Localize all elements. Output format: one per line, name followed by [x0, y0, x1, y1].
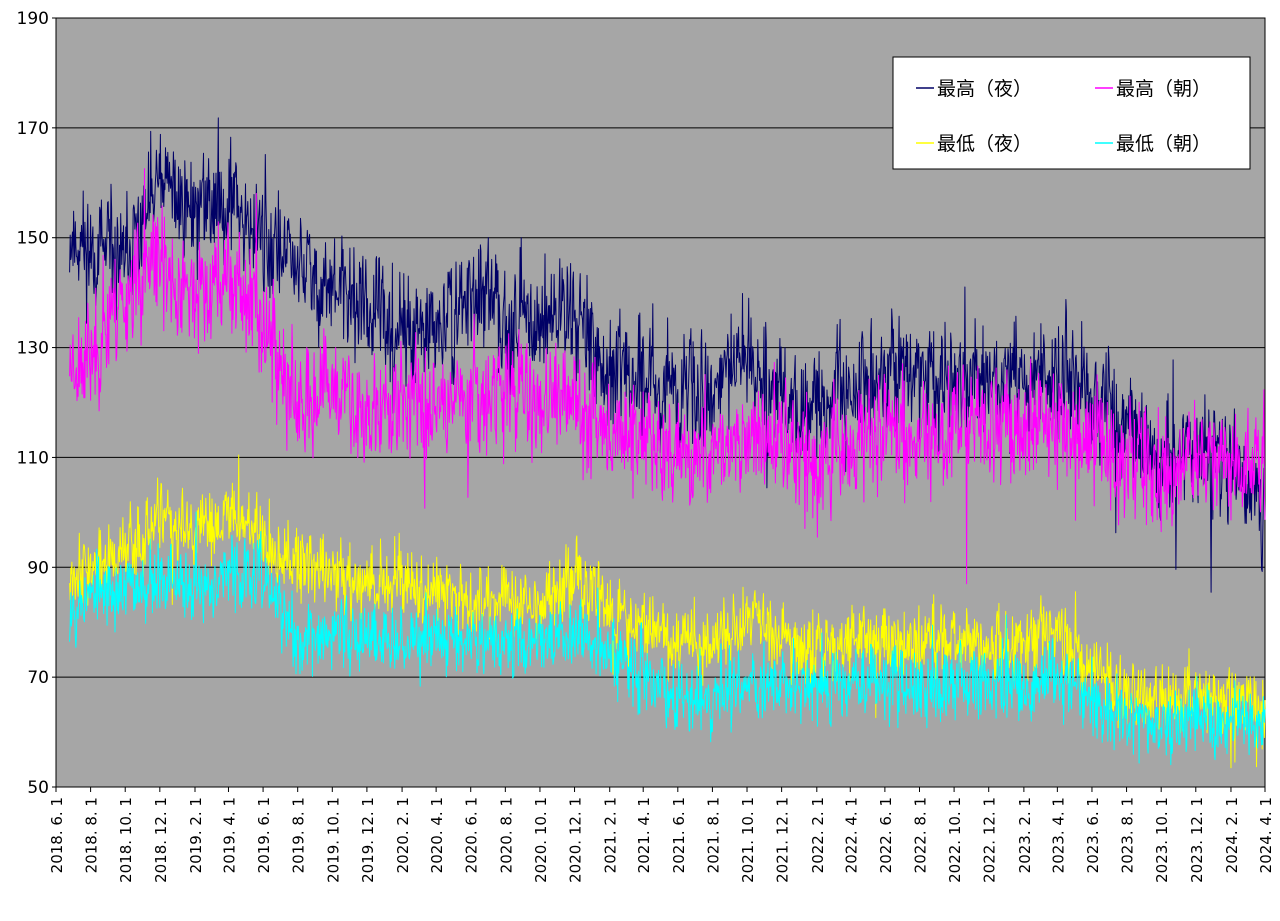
x-tick-label: 2020. 10. 1 [532, 797, 550, 883]
x-tick-label: 2019. 8. 1 [290, 797, 308, 873]
x-tick-label: 2020. 4. 1 [428, 797, 446, 873]
x-tick-label: 2022. 12. 1 [981, 797, 999, 883]
x-tick-label: 2020. 12. 1 [567, 797, 585, 883]
x-tick-label: 2020. 8. 1 [497, 797, 515, 873]
y-tick-label: 170 [17, 119, 49, 139]
x-tick-label: 2023. 12. 1 [1188, 797, 1206, 883]
legend-label: 最高（夜） [937, 78, 1032, 100]
x-tick-label: 2022. 4. 1 [842, 797, 860, 873]
legend-label: 最低（朝） [1116, 133, 1211, 155]
x-tick-label: 2024. 2. 1 [1223, 797, 1241, 873]
y-tick-label: 90 [27, 558, 49, 578]
x-tick-label: 2019. 12. 1 [359, 797, 377, 883]
series-line [69, 454, 1266, 769]
legend-box [892, 56, 1251, 170]
y-tick-label: 50 [27, 778, 49, 798]
y-tick-label: 130 [17, 339, 49, 359]
x-tick-label: 2018. 10. 1 [117, 797, 135, 883]
x-tick-label: 2021. 4. 1 [635, 797, 653, 873]
x-tick-label: 2023. 4. 1 [1049, 797, 1067, 873]
x-tick-label: 2023. 2. 1 [1016, 797, 1034, 873]
x-tick-label: 2022. 10. 1 [946, 797, 964, 883]
series-line [69, 168, 1266, 585]
x-tick-label: 2021. 12. 1 [774, 797, 792, 883]
x-tick-label: 2020. 2. 1 [394, 797, 412, 873]
legend-label: 最低（夜） [937, 133, 1032, 155]
y-axis: 50 70 90 110 130 150 170 190 [17, 9, 56, 798]
x-axis: 2018. 6. 1 2018. 8. 1 2018. 10. 1 2018. 12.… [48, 787, 1275, 883]
x-tick-label: 2021. 2. 1 [602, 797, 620, 873]
y-tick-label: 110 [17, 448, 49, 468]
x-tick-label: 2022. 2. 1 [809, 797, 827, 873]
x-tick-label: 2018. 12. 1 [152, 797, 170, 883]
series-line [69, 117, 1266, 593]
x-tick-label: 2018. 6. 1 [48, 797, 66, 873]
x-tick-label: 2021. 10. 1 [739, 797, 757, 883]
series-line [69, 511, 1266, 766]
series-group [69, 117, 1266, 769]
x-tick-label: 2023. 8. 1 [1119, 797, 1137, 873]
x-tick-label: 2023. 10. 1 [1153, 797, 1171, 883]
x-tick-label: 2019. 6. 1 [255, 797, 273, 873]
x-tick-label: 2019. 4. 1 [220, 797, 238, 873]
y-tick-label: 190 [17, 9, 49, 29]
y-tick-label: 70 [27, 668, 49, 688]
x-tick-label: 2018. 8. 1 [83, 797, 101, 873]
x-tick-label: 2019. 2. 1 [187, 797, 205, 873]
x-tick-label: 2024. 4. 1 [1257, 797, 1275, 873]
legend: 最高（夜） 最高（朝） 最低（夜） 最低（朝） [892, 56, 1251, 170]
x-tick-label: 2022. 6. 1 [877, 797, 895, 873]
x-tick-label: 2023. 6. 1 [1084, 797, 1102, 873]
legend-label: 最高（朝） [1116, 78, 1211, 100]
y-tick-label: 150 [17, 229, 49, 249]
x-tick-label: 2021. 6. 1 [670, 797, 688, 873]
x-tick-label: 2019. 10. 1 [324, 797, 342, 883]
x-tick-label: 2021. 8. 1 [704, 797, 722, 873]
x-tick-label: 2020. 6. 1 [463, 797, 481, 873]
x-tick-label: 2022. 8. 1 [911, 797, 929, 873]
